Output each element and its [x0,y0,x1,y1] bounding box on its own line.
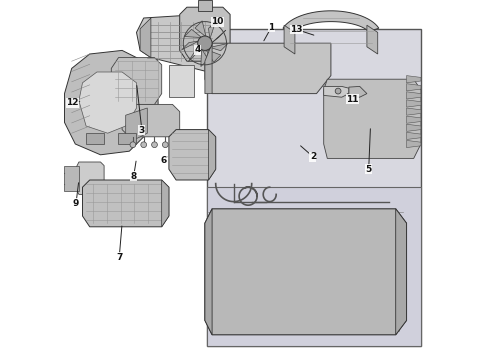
Polygon shape [323,86,348,97]
Text: 1: 1 [268,22,274,31]
Polygon shape [204,43,330,94]
Polygon shape [179,7,230,61]
Polygon shape [348,86,366,97]
Polygon shape [323,79,420,158]
Polygon shape [125,108,147,144]
Polygon shape [208,130,215,180]
Polygon shape [140,18,151,58]
Circle shape [335,88,340,94]
Polygon shape [204,209,212,335]
Text: 11: 11 [346,94,358,104]
Polygon shape [122,104,179,137]
Polygon shape [205,50,221,62]
Circle shape [197,36,212,50]
Polygon shape [75,162,104,194]
Polygon shape [406,76,420,83]
Polygon shape [162,180,168,227]
Polygon shape [406,132,420,140]
Circle shape [162,142,168,148]
Polygon shape [136,14,219,72]
Polygon shape [197,0,212,11]
Polygon shape [86,133,104,144]
Polygon shape [188,45,199,62]
Bar [206,187,420,346]
Polygon shape [64,166,79,191]
Polygon shape [366,25,377,54]
Polygon shape [82,180,168,227]
Text: 8: 8 [130,172,137,181]
Polygon shape [79,72,136,133]
Polygon shape [182,41,199,50]
Polygon shape [201,49,207,67]
Text: 3: 3 [139,126,145,135]
Polygon shape [406,92,420,99]
Polygon shape [111,58,162,104]
Polygon shape [168,130,215,180]
Polygon shape [284,25,294,54]
Polygon shape [406,140,420,148]
Text: 2: 2 [309,152,315,161]
Polygon shape [406,84,420,91]
Polygon shape [204,43,212,94]
Text: 9: 9 [73,199,79,208]
Polygon shape [209,44,227,51]
Polygon shape [195,21,205,37]
Polygon shape [184,29,201,37]
Text: 4: 4 [194,45,201,54]
Text: 10: 10 [211,17,223,26]
Polygon shape [406,108,420,115]
Text: 12: 12 [66,98,79,107]
Polygon shape [211,30,225,43]
Polygon shape [204,209,406,335]
Bar [206,29,420,346]
Text: 13: 13 [290,25,303,34]
Polygon shape [168,65,194,97]
Polygon shape [395,209,406,335]
Polygon shape [406,116,420,123]
Polygon shape [208,21,215,39]
Polygon shape [118,133,136,144]
Polygon shape [406,100,420,107]
Polygon shape [406,124,420,131]
Circle shape [151,142,157,148]
Text: 6: 6 [160,156,166,165]
Polygon shape [64,50,158,155]
Circle shape [141,142,146,148]
Polygon shape [283,11,378,32]
Text: 7: 7 [116,253,122,262]
Text: 5: 5 [365,165,371,174]
Circle shape [130,142,136,148]
